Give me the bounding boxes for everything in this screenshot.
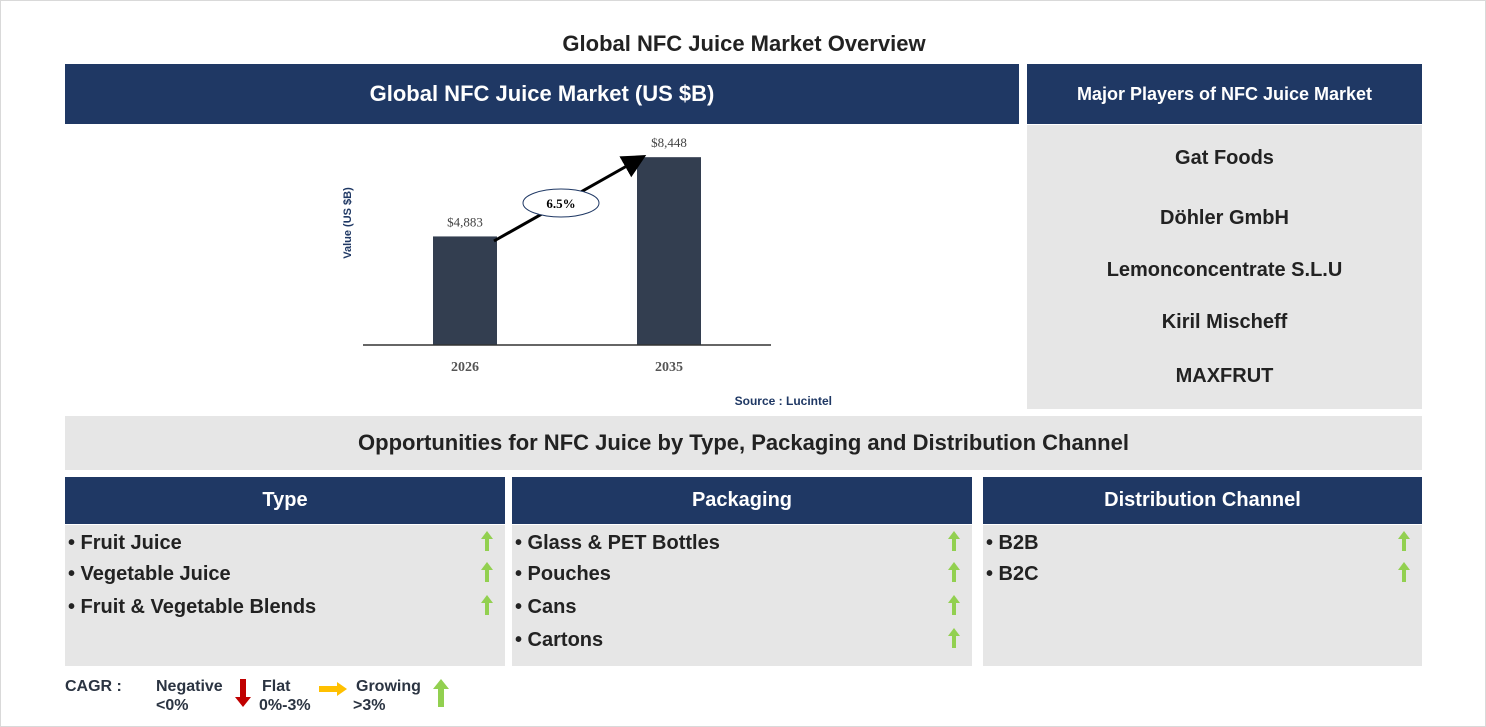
segment-header: Distribution Channel [983, 477, 1422, 524]
legend-growing-range: >3% [353, 697, 386, 714]
segment-header: Packaging [512, 477, 972, 524]
segment-item: • Vegetable Juice [68, 563, 231, 585]
players-panel [1027, 125, 1422, 409]
data-label: $4,883 [447, 214, 483, 229]
segment-item: • Pouches [515, 563, 611, 585]
arrow-up-green-icon [1398, 531, 1410, 551]
y-axis-label: Value (US $B) [342, 187, 354, 259]
segment-item: • Fruit Juice [68, 532, 182, 554]
cagr-label: 6.5% [546, 196, 575, 211]
segment-header: Type [65, 477, 505, 524]
page-title: Global NFC Juice Market Overview [562, 31, 926, 56]
player: Lemonconcentrate S.L.U [1106, 259, 1343, 281]
legend-growing-label: Growing [356, 678, 421, 695]
legend-growing: Growing >3% [353, 677, 421, 715]
arrow-up-green-icon [948, 628, 960, 648]
segment-panel [65, 525, 505, 666]
player: Gat Foods [1175, 147, 1274, 169]
segment-panel [983, 525, 1422, 666]
segment-item: • Cartons [515, 629, 604, 651]
arrow-up-green-icon [481, 595, 493, 615]
player: MAXFRUT [1175, 365, 1274, 387]
segment-item: • B2B [986, 532, 1039, 554]
legend-label: CAGR : [65, 678, 122, 695]
segment-panel [512, 525, 972, 666]
arrow-up-green-icon [948, 595, 960, 615]
players-header: Major Players of NFC Juice Market [1027, 64, 1422, 124]
legend-negative-label: Negative [156, 678, 223, 695]
legend-negative-range: <0% [156, 697, 189, 714]
player: Döhler GmbH [1160, 207, 1289, 229]
source-label: Source : Lucintel [735, 394, 832, 408]
arrow-right-yellow-icon [319, 682, 347, 696]
cagr-ellipse [522, 188, 600, 218]
arrow-up-green-icon [481, 531, 493, 551]
arrow-down-red-icon [235, 679, 251, 707]
opportunities-header: Opportunities for NFC Juice by Type, Pac… [65, 416, 1422, 470]
legend-negative: Negative <0% [156, 677, 223, 715]
market-header: Global NFC Juice Market (US $B) [65, 64, 1019, 124]
segment-item: • Cans [515, 596, 577, 618]
arrow-up-green-icon [1398, 562, 1410, 582]
segment-item: • Glass & PET Bottles [515, 532, 720, 554]
x-tick-label: 2026 [451, 360, 479, 375]
segment-item: • B2C [986, 563, 1039, 585]
arrow-up-green-icon [433, 679, 449, 707]
player: Kiril Mischeff [1161, 311, 1288, 333]
arrow-up-green-icon [481, 562, 493, 582]
bar-2035 [637, 157, 701, 345]
x-tick-label: 2035 [655, 360, 683, 375]
arrow-up-green-icon [948, 562, 960, 582]
legend-flat: Flat 0%-3% [259, 677, 311, 715]
legend-flat-range: 0%-3% [259, 697, 311, 714]
data-label: $8,448 [651, 135, 687, 150]
bar-2026 [433, 236, 497, 345]
arrow-up-green-icon [948, 531, 960, 551]
segment-item: • Fruit & Vegetable Blends [68, 596, 317, 618]
legend-flat-label: Flat [262, 678, 291, 695]
